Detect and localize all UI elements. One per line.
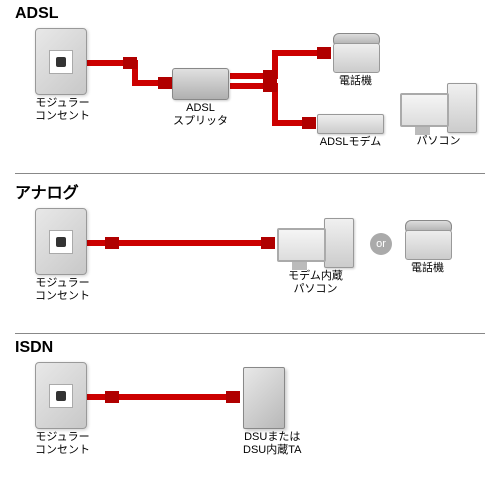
device-modem: ADSLモデム [317,114,384,149]
or-badge: or [370,233,392,255]
monitor-icon [400,93,445,133]
outlet-label-isdn: モジュラーコンセント [35,431,90,457]
diagram-isdn: モジュラーコンセント DSUまたはDSU内蔵TA [15,362,485,482]
device-pc: パソコン [400,83,477,148]
splitter-icon [172,68,229,100]
diagram-analog: モジュラーコンセント モデム内蔵パソコン or 電話機 [15,208,485,328]
device-phone-analog: 電話機 [405,220,450,275]
section-title-isdn: ISDN [15,339,485,357]
phone-icon [405,220,450,260]
device-phone: 電話機 [333,33,378,88]
splitter-label: ADSLスプリッタ [172,102,229,128]
device-outlet: モジュラーコンセント [35,28,90,123]
device-outlet-analog: モジュラーコンセント [35,208,90,303]
outlet-label-analog: モジュラーコンセント [35,277,90,303]
phone-label: 電話機 [333,75,378,88]
outlet-icon [35,28,87,95]
phone-icon [333,33,378,73]
or-badge-wrap: or [370,233,392,255]
modem-label: ADSLモデム [317,136,384,149]
tower-icon [324,218,354,268]
phone-label-analog: 電話機 [405,262,450,275]
section-isdn: ISDN モジュラーコンセント DSUまたはDSU内蔵TA [0,334,500,487]
monitor-icon [277,228,322,268]
dsu-icon [243,367,285,429]
device-outlet-isdn: モジュラーコンセント [35,362,90,457]
device-splitter: ADSLスプリッタ [172,68,229,128]
section-title-adsl: ADSL [15,5,485,23]
modem-icon [317,114,384,134]
pc-label: パソコン [400,135,477,148]
modem-pc-label: モデム内蔵パソコン [277,270,354,296]
outlet-label: モジュラーコンセント [35,97,90,123]
dsu-label: DSUまたはDSU内蔵TA [243,431,301,457]
section-analog: アナログ モジュラーコンセント モデム内蔵パソコン or 電話機 [0,174,500,333]
section-adsl: ADSL モジュラーコンセント ADSLスプリッタ 電話機 [0,0,500,173]
device-modem-pc: モデム内蔵パソコン [277,218,354,296]
tower-icon [447,83,477,133]
outlet-icon [35,208,87,275]
section-title-analog: アナログ [15,179,485,203]
outlet-icon [35,362,87,429]
device-dsu: DSUまたはDSU内蔵TA [243,367,301,457]
diagram-adsl: モジュラーコンセント ADSLスプリッタ 電話機 ADSLモデム パソコン [15,28,485,168]
